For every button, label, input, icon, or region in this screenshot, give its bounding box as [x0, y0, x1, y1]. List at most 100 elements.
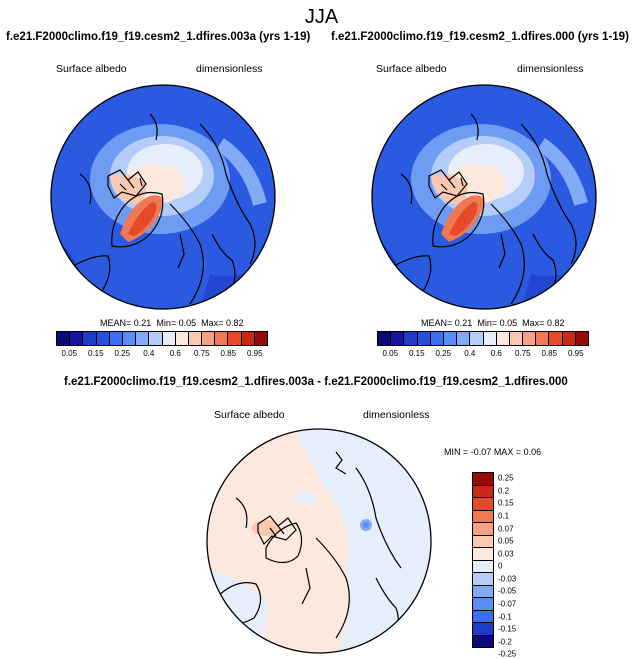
colorbar-swatch — [228, 332, 242, 345]
colorbar-swatch — [575, 332, 588, 345]
left-colorbar-swatches — [56, 331, 268, 346]
colorbar-swatch — [430, 332, 444, 345]
colorbar-swatch — [404, 332, 418, 345]
colorbar-tick-label: 0.2 — [498, 486, 510, 496]
diff-max-value: 0.06 — [523, 447, 542, 457]
colorbar-tick-label: 0.75 — [193, 349, 210, 358]
colorbar-swatch — [473, 473, 493, 486]
right-colorbar-swatches — [377, 331, 589, 346]
left-max-value: 0.82 — [225, 318, 244, 328]
left-mean-label: MEAN= — [100, 318, 132, 328]
left-colorbar: 0.05 0.15 0.25 0.4 0.6 0.75 0.85 0.95 — [56, 331, 268, 363]
colorbar-tick-label: 0.05 — [498, 536, 514, 546]
right-colorbar: 0.05 0.15 0.25 0.4 0.6 0.75 0.85 0.95 — [377, 331, 589, 363]
colorbar-tick-label: -0.15 — [498, 624, 517, 634]
colorbar-swatch — [473, 610, 493, 623]
colorbar-swatch — [473, 548, 493, 561]
right-panel-title: f.e21.F2000climo.f19_f19.cesm2_1.dfires.… — [331, 31, 629, 43]
colorbar-tick-label: 0.25 — [435, 349, 452, 358]
colorbar-swatch — [149, 332, 163, 345]
colorbar-swatch — [215, 332, 229, 345]
colorbar-swatch — [473, 523, 493, 536]
colorbar-tick-label: 0.15 — [87, 349, 104, 358]
colorbar-swatch — [70, 332, 84, 345]
diff-panel-title: f.e21.F2000climo.f19_f19.cesm2_1.dfires.… — [64, 376, 568, 388]
colorbar-swatch — [470, 332, 484, 345]
right-stats: MEAN= 0.21 Min= 0.05 Max= 0.82 — [421, 318, 564, 328]
colorbar-tick-label: -0.03 — [498, 574, 517, 584]
colorbar-swatch — [473, 485, 493, 498]
colorbar-tick-label: 0.95 — [246, 349, 263, 358]
colorbar-tick-label: 0.25 — [114, 349, 131, 358]
colorbar-swatch — [188, 332, 203, 345]
left-units-label: dimensionless — [196, 63, 263, 75]
diff-polar-map — [206, 428, 432, 654]
colorbar-swatch — [57, 332, 71, 345]
diff-colorbar-swatches — [472, 472, 494, 648]
left-polar-map — [50, 84, 276, 310]
left-variable-label: Surface albedo — [56, 63, 127, 75]
diff-max-label: MAX = — [493, 447, 522, 457]
colorbar-swatch — [457, 332, 471, 345]
right-units-label: dimensionless — [517, 63, 584, 75]
diff-variable-label: Surface albedo — [214, 409, 285, 421]
diff-min-value: -0.07 — [470, 447, 492, 457]
colorbar-swatch — [473, 635, 493, 647]
colorbar-swatch — [83, 332, 97, 345]
right-min-value: 0.05 — [499, 318, 518, 328]
colorbar-tick-label: 0.1 — [498, 511, 510, 521]
colorbar-tick-label: 0.95 — [567, 349, 584, 358]
left-min-value: 0.05 — [178, 318, 197, 328]
colorbar-swatch — [136, 332, 150, 345]
diff-min-label: MIN = — [444, 447, 469, 457]
colorbar-swatch — [549, 332, 563, 345]
colorbar-tick-label: -0.2 — [498, 637, 512, 647]
colorbar-tick-label: 0.4 — [464, 349, 476, 358]
colorbar-swatch — [443, 332, 458, 345]
colorbar-tick-label: 0.15 — [498, 498, 514, 508]
colorbar-swatch — [523, 332, 537, 345]
colorbar-tick-label: 0.6 — [169, 349, 181, 358]
diff-stats: MIN = -0.07 MAX = 0.06 — [444, 447, 541, 457]
colorbar-swatch — [378, 332, 392, 345]
colorbar-tick-label: -0.1 — [498, 612, 512, 622]
right-polar-map — [371, 84, 597, 310]
colorbar-swatch — [473, 510, 493, 523]
right-mean-label: MEAN= — [421, 318, 453, 328]
colorbar-tick-label: 0.05 — [61, 349, 78, 358]
main-title: JJA — [304, 6, 339, 28]
colorbar-swatch — [241, 332, 255, 345]
colorbar-swatch — [391, 332, 405, 345]
right-min-label: Min= — [477, 318, 498, 328]
diff-units-label: dimensionless — [363, 409, 430, 421]
colorbar-swatch — [496, 332, 510, 345]
colorbar-tick-label: 0.4 — [143, 349, 155, 358]
colorbar-swatch — [473, 560, 493, 573]
colorbar-swatch — [162, 332, 176, 345]
right-max-value: 0.82 — [546, 318, 565, 328]
colorbar-swatch — [473, 585, 493, 598]
colorbar-tick-label: -0.07 — [498, 599, 517, 609]
colorbar-swatch — [473, 498, 493, 511]
colorbar-swatch — [473, 598, 493, 611]
colorbar-tick-label: -0.25 — [498, 649, 517, 659]
colorbar-tick-label: 0.85 — [220, 349, 237, 358]
diff-colorbar-ticks: 0.25 0.2 0.15 0.1 0.07 0.05 0.03 0 -0.03 -0.05 -0.… — [498, 472, 534, 659]
colorbar-tick-label: 0.25 — [498, 473, 514, 483]
colorbar-swatch — [175, 332, 189, 345]
left-colorbar-ticks: 0.05 0.15 0.25 0.4 0.6 0.75 0.85 0.95 — [56, 346, 268, 360]
colorbar-swatch — [417, 332, 431, 345]
colorbar-tick-label: 0.07 — [498, 524, 514, 534]
colorbar-tick-label: 0.85 — [541, 349, 558, 358]
left-min-label: Min= — [156, 318, 177, 328]
colorbar-swatch — [473, 623, 493, 636]
colorbar-swatch — [96, 332, 110, 345]
colorbar-swatch — [483, 332, 497, 345]
diff-colorbar: 0.25 0.2 0.15 0.1 0.07 0.05 0.03 0 -0.03 -0.05 -0.… — [472, 472, 534, 659]
colorbar-tick-label: 0.15 — [408, 349, 425, 358]
colorbar-swatch — [202, 332, 216, 345]
right-variable-label: Surface albedo — [376, 63, 447, 75]
colorbar-swatch — [254, 332, 267, 345]
right-colorbar-ticks: 0.05 0.15 0.25 0.4 0.6 0.75 0.85 0.95 — [377, 346, 589, 360]
colorbar-swatch — [536, 332, 550, 345]
